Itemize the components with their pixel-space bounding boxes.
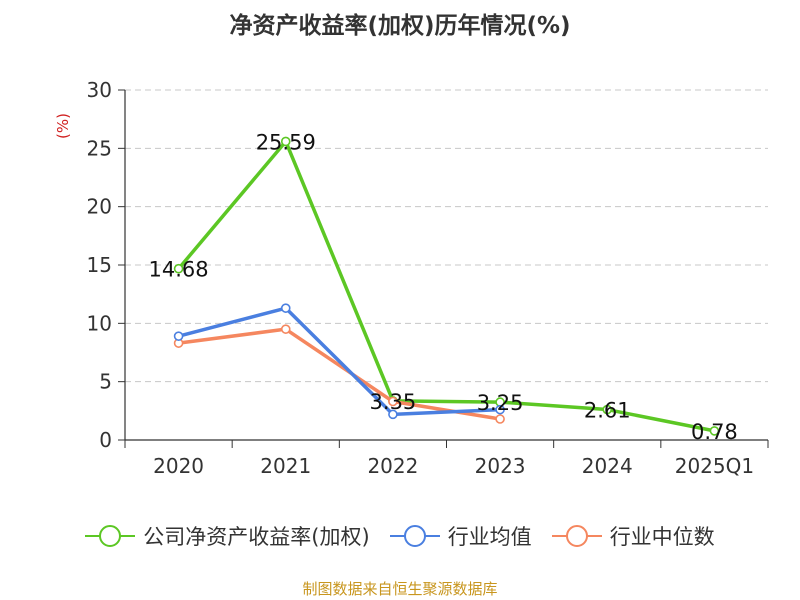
y-tick-label: 5: [99, 370, 112, 394]
data-label: 3.25: [477, 391, 524, 415]
x-tick-label: 2024: [582, 454, 633, 478]
legend-label: 行业中位数: [609, 525, 715, 549]
axes: 0 5 10 15 20 25 30 2020 2021 2022 2023 2024 2025Q1: [87, 78, 769, 478]
legend-label: 行业均值: [447, 525, 532, 549]
y-axis-label: (%): [54, 113, 72, 139]
data-label: 25.59: [256, 130, 316, 154]
y-tick-label: 25: [87, 136, 112, 160]
x-tick-label: 2020: [153, 454, 204, 478]
data-point: [602, 404, 613, 415]
legend-marker-icon: [85, 525, 136, 547]
data-point: [280, 136, 291, 147]
legend-label: 公司净资产收益率(加权): [143, 525, 370, 549]
series-line: [178, 327, 501, 421]
data-point: [173, 331, 184, 341]
data-point: [388, 396, 398, 407]
data-label: 2.61: [584, 399, 631, 423]
x-tick-label: 2023: [475, 454, 526, 478]
legend: 公司净资产收益率(加权) 行业均值 行业中位数: [0, 518, 800, 554]
y-tick-label: 20: [87, 195, 112, 219]
x-tick-label: 2021: [260, 454, 311, 478]
y-tick-label: 15: [87, 253, 112, 277]
y-tick-label: 30: [87, 78, 112, 102]
gridlines: [125, 89, 768, 383]
data-label: 0.78: [691, 420, 738, 444]
data-point: [495, 414, 505, 424]
legend-marker-icon: [551, 525, 602, 547]
data-point: [173, 263, 184, 274]
source-note: 制图数据来自恒生聚源数据库: [302, 580, 498, 598]
data-point: [709, 426, 720, 436]
series-lines: [173, 136, 720, 436]
series-line: [177, 139, 715, 433]
x-tick-label: 2025Q1: [675, 454, 754, 478]
y-tick-label: 10: [87, 311, 112, 335]
data-label: 3.35: [370, 390, 417, 414]
legend-item[interactable]: 行业均值: [389, 521, 532, 551]
data-point: [280, 324, 291, 334]
legend-item[interactable]: 行业中位数: [551, 521, 715, 551]
data-point: [495, 404, 505, 415]
data-point: [280, 303, 291, 313]
y-tick-label: 0: [99, 428, 112, 452]
series-line: [178, 306, 501, 417]
x-tick-label: 2022: [367, 454, 418, 478]
legend-marker-icon: [389, 525, 440, 547]
data-point: [388, 409, 398, 420]
chart-title: 净资产收益率(加权)历年情况(%): [229, 13, 571, 39]
data-labels: 14.68 25.59 3.35 3.25 2.61 0.78: [149, 130, 738, 443]
legend-item[interactable]: 公司净资产收益率(加权): [85, 521, 370, 551]
data-label: 14.68: [149, 258, 209, 282]
